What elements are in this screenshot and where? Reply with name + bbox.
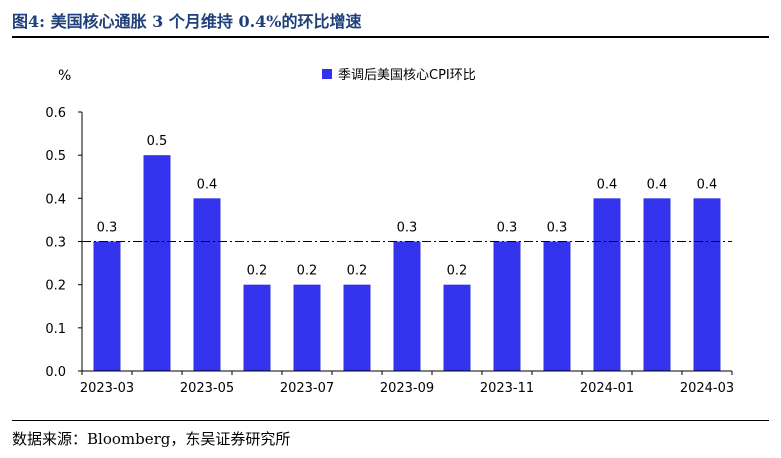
data-label: 0.4 (697, 177, 718, 192)
bar (693, 198, 721, 371)
y-tick-label: 0.4 (45, 192, 66, 207)
data-label: 0.4 (197, 177, 218, 192)
data-label: 0.3 (547, 221, 568, 236)
source-rule (12, 420, 769, 421)
legend-swatch (322, 69, 332, 79)
y-tick-label: 0.3 (45, 236, 66, 251)
legend-label: 季调后美国核心CPI环比 (338, 68, 476, 83)
data-label: 0.4 (597, 177, 618, 192)
data-label: 0.2 (297, 264, 318, 279)
bar (593, 198, 621, 371)
source-note: 数据来源：Bloomberg，东吴证券研究所 (12, 430, 291, 448)
bar (393, 241, 421, 371)
legend: 季调后美国核心CPI环比 (322, 68, 476, 83)
bar (193, 198, 221, 371)
x-tick-label: 2023-03 (80, 381, 134, 396)
data-label: 0.3 (97, 221, 118, 236)
data-label: 0.4 (647, 177, 668, 192)
data-label: 0.2 (447, 264, 468, 279)
y-tick-label: 0.6 (45, 106, 66, 121)
bar (293, 284, 321, 371)
x-tick-label: 2023-11 (480, 381, 534, 396)
data-label: 0.5 (147, 134, 168, 149)
bar (143, 155, 171, 371)
data-label: 0.3 (497, 221, 518, 236)
figure-title: 图4: 美国核心通胀 3 个月维持 0.4%的环比增速 (12, 12, 362, 31)
bar (443, 284, 471, 371)
bar-chart: % 季调后美国核心CPI环比 0.00.10.20.30.40.50.60.30… (45, 68, 734, 396)
y-axis-unit: % (58, 68, 71, 84)
data-label: 0.3 (397, 221, 418, 236)
y-tick-label: 0.2 (45, 279, 66, 294)
x-tick-label: 2023-09 (380, 381, 434, 396)
x-tick-label: 2023-07 (280, 381, 334, 396)
title-rule (12, 36, 769, 38)
y-tick-label: 0.1 (45, 322, 66, 337)
y-tick-label: 0.0 (45, 365, 66, 380)
x-tick-label: 2024-03 (680, 381, 734, 396)
plot-area: 0.0 0.1 0.2 0.3 0.4 0.5 0.6 0.3 0.5 0.4 0.2 0.2 0.2 0… (45, 106, 734, 396)
bar (643, 198, 671, 371)
x-tick-label: 2023-05 (180, 381, 234, 396)
bar (93, 241, 121, 371)
y-tick-label: 0.5 (45, 149, 66, 164)
bar (543, 241, 571, 371)
bar (343, 284, 371, 371)
x-tick-label: 2024-01 (580, 381, 634, 396)
data-label: 0.2 (247, 264, 268, 279)
data-label: 0.2 (347, 264, 368, 279)
bar (493, 241, 521, 371)
bar (243, 284, 271, 371)
